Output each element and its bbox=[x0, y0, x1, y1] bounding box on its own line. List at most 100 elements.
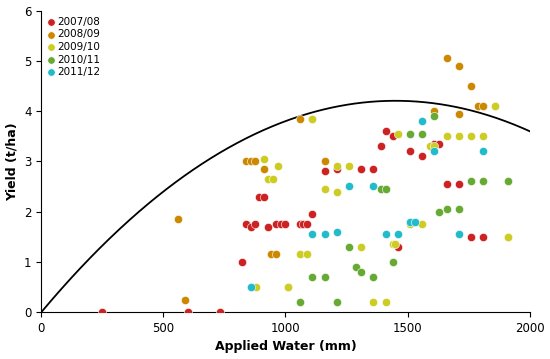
2009/10 bbox=[391, 242, 400, 247]
2009/10 bbox=[466, 133, 475, 139]
2007/08 bbox=[276, 222, 285, 227]
2010/11 bbox=[376, 186, 385, 192]
2009/10 bbox=[303, 252, 312, 257]
2010/11 bbox=[352, 264, 361, 270]
2007/08 bbox=[332, 166, 341, 172]
2008/09 bbox=[454, 63, 463, 69]
2009/10 bbox=[252, 284, 261, 290]
2007/08 bbox=[405, 148, 414, 154]
2008/09 bbox=[296, 116, 305, 121]
2011/12 bbox=[308, 232, 317, 237]
2009/10 bbox=[425, 143, 434, 149]
2010/11 bbox=[405, 131, 414, 136]
2010/11 bbox=[357, 269, 366, 275]
Y-axis label: Yield (t/ha): Yield (t/ha) bbox=[6, 122, 19, 201]
2010/11 bbox=[454, 206, 463, 212]
2009/10 bbox=[430, 143, 439, 149]
2010/11 bbox=[466, 178, 475, 184]
2007/08 bbox=[237, 259, 246, 265]
2009/10 bbox=[369, 299, 378, 305]
2010/11 bbox=[296, 299, 305, 305]
2007/08 bbox=[357, 166, 366, 172]
2009/10 bbox=[274, 163, 283, 169]
2008/09 bbox=[442, 55, 451, 61]
2007/08 bbox=[98, 309, 107, 315]
2007/08 bbox=[430, 141, 439, 146]
2010/11 bbox=[320, 274, 329, 280]
2011/12 bbox=[381, 232, 390, 237]
2007/08 bbox=[418, 153, 427, 159]
2008/09 bbox=[181, 297, 190, 303]
2011/12 bbox=[247, 284, 256, 290]
2007/08 bbox=[369, 166, 378, 172]
2008/09 bbox=[174, 216, 183, 222]
2007/08 bbox=[376, 143, 385, 149]
2010/11 bbox=[442, 206, 451, 212]
2009/10 bbox=[357, 244, 366, 250]
2009/10 bbox=[332, 163, 341, 169]
2009/10 bbox=[393, 131, 402, 136]
2007/08 bbox=[388, 133, 397, 139]
2007/08 bbox=[320, 168, 329, 174]
2010/11 bbox=[479, 178, 488, 184]
2007/08 bbox=[247, 224, 256, 230]
2007/08 bbox=[264, 224, 273, 230]
2011/12 bbox=[332, 229, 341, 235]
2011/12 bbox=[369, 183, 378, 189]
2007/08 bbox=[381, 128, 390, 134]
2008/09 bbox=[503, 234, 512, 240]
2007/08 bbox=[393, 244, 402, 250]
2009/10 bbox=[332, 188, 341, 194]
2010/11 bbox=[381, 186, 390, 192]
2007/08 bbox=[298, 222, 307, 227]
2008/09 bbox=[320, 158, 329, 164]
2008/09 bbox=[466, 83, 475, 89]
2009/10 bbox=[296, 252, 305, 257]
2010/11 bbox=[344, 244, 353, 250]
2009/10 bbox=[454, 133, 463, 139]
2009/10 bbox=[418, 222, 427, 227]
2007/08 bbox=[296, 222, 305, 227]
2008/09 bbox=[251, 158, 260, 164]
2009/10 bbox=[308, 116, 317, 121]
2008/09 bbox=[491, 103, 500, 109]
2008/09 bbox=[454, 111, 463, 116]
2007/08 bbox=[251, 222, 260, 227]
2011/12 bbox=[344, 183, 353, 189]
2011/12 bbox=[320, 232, 329, 237]
2008/09 bbox=[266, 252, 275, 257]
2010/11 bbox=[435, 209, 444, 214]
2008/09 bbox=[283, 284, 292, 290]
2008/09 bbox=[479, 103, 488, 109]
2009/10 bbox=[442, 133, 451, 139]
2010/11 bbox=[430, 113, 439, 119]
2009/10 bbox=[381, 299, 390, 305]
2009/10 bbox=[503, 234, 512, 240]
2010/11 bbox=[503, 178, 512, 184]
2007/08 bbox=[435, 141, 444, 146]
2011/12 bbox=[479, 148, 488, 154]
2008/09 bbox=[242, 158, 251, 164]
2007/08 bbox=[466, 234, 475, 240]
2010/11 bbox=[369, 274, 378, 280]
2008/09 bbox=[308, 116, 317, 121]
2009/10 bbox=[283, 284, 292, 290]
2009/10 bbox=[247, 284, 256, 290]
2011/12 bbox=[410, 219, 419, 225]
2007/08 bbox=[281, 222, 290, 227]
2009/10 bbox=[388, 242, 397, 247]
2009/10 bbox=[269, 176, 278, 182]
2009/10 bbox=[479, 133, 488, 139]
2007/08 bbox=[183, 309, 192, 315]
2010/11 bbox=[388, 259, 397, 265]
2011/12 bbox=[393, 232, 402, 237]
2007/08 bbox=[271, 222, 280, 227]
2009/10 bbox=[344, 163, 353, 169]
2007/08 bbox=[215, 309, 224, 315]
2008/09 bbox=[271, 252, 280, 257]
2010/11 bbox=[332, 299, 341, 305]
2007/08 bbox=[242, 222, 251, 227]
2007/08 bbox=[259, 194, 268, 199]
Legend: 2007/08, 2008/09, 2009/10, 2010/11, 2011/12: 2007/08, 2008/09, 2009/10, 2010/11, 2011… bbox=[46, 15, 102, 79]
2008/09 bbox=[247, 158, 256, 164]
